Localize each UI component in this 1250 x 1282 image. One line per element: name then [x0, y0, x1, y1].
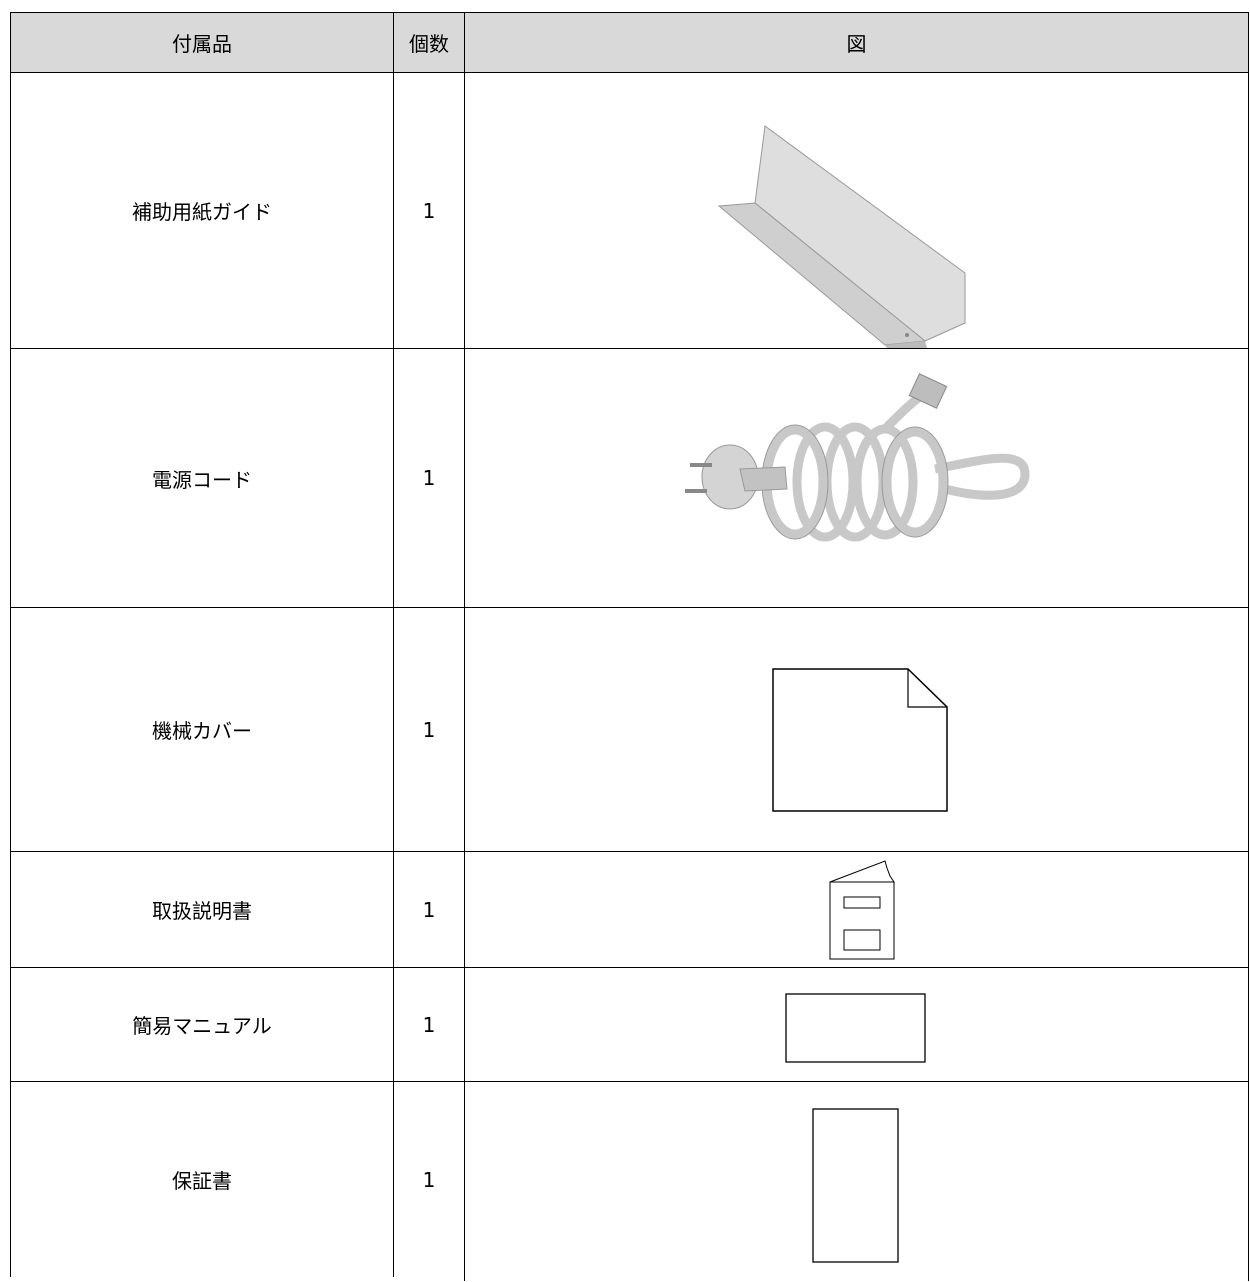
figure-cell [464, 851, 1249, 967]
item-count: 1 [393, 967, 464, 1081]
power-cord-figure [685, 373, 1030, 542]
table-row: 機械カバー 1 [10, 607, 1249, 851]
item-count: 1 [393, 348, 464, 607]
paper-guide-figure [717, 125, 966, 349]
item-name: 取扱説明書 [10, 851, 393, 967]
header-cell: 図 [464, 12, 1249, 72]
warranty-figure [812, 1108, 899, 1263]
item-name: 補助用紙ガイド [10, 72, 393, 348]
figure-cell [464, 1081, 1249, 1281]
table-row: 電源コード 1 [10, 348, 1249, 607]
table-row: 補助用紙ガイド 1 [10, 72, 1249, 349]
figure-cell [464, 348, 1249, 607]
item-count: 1 [393, 607, 464, 851]
header-cell: 付属品 [10, 12, 393, 72]
figure-cell [464, 967, 1249, 1081]
machine-cover-figure [772, 668, 948, 812]
table-row: 簡易マニュアル 1 [10, 967, 1249, 1081]
figure-cell [464, 607, 1249, 851]
item-name: 電源コード [10, 348, 393, 607]
item-name: 簡易マニュアル [10, 967, 393, 1081]
item-name: 保証書 [10, 1081, 393, 1277]
table-row: 取扱説明書 1 [10, 851, 1249, 967]
table-row: 保証書 1 [10, 1081, 1249, 1281]
quick-manual-figure [785, 993, 926, 1063]
item-count: 1 [393, 851, 464, 967]
manual-figure [829, 860, 895, 960]
item-name: 機械カバー [10, 607, 393, 851]
figure-cell [464, 72, 1249, 349]
item-count: 1 [393, 72, 464, 348]
item-count: 1 [393, 1081, 464, 1277]
header-row: 付属品 個数 図 [10, 12, 1249, 72]
header-cell: 個数 [393, 12, 464, 72]
